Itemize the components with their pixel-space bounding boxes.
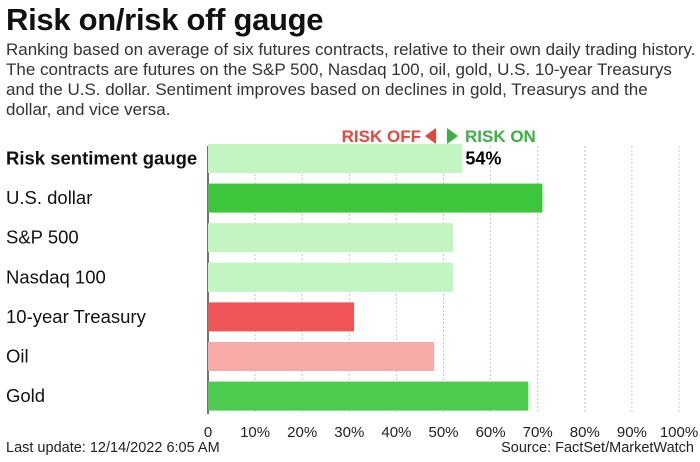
x-tick-label: 90% xyxy=(617,424,647,441)
chart-title: Risk on/risk off gauge xyxy=(6,2,324,37)
category-label: Nasdaq 100 xyxy=(6,266,106,287)
bar xyxy=(208,144,463,173)
x-tick-label: 40% xyxy=(381,424,411,441)
category-label: Gold xyxy=(6,385,45,406)
bar xyxy=(208,302,355,332)
x-tick-label: 50% xyxy=(428,424,458,441)
x-tick-label: 70% xyxy=(523,424,553,441)
source-credit: Source: FactSet/MarketWatch xyxy=(501,440,694,456)
risk-on-label: RISK ON xyxy=(465,127,536,146)
x-tick-label: 30% xyxy=(334,424,364,441)
bars xyxy=(208,144,543,411)
category-labels: Risk sentiment gauge U.S. dollar S&P 500 Na… xyxy=(6,148,197,407)
bar xyxy=(208,342,435,371)
category-label: Risk sentiment gauge xyxy=(6,148,197,169)
chart-subtitle: Ranking based on average of six futures … xyxy=(6,40,696,119)
x-tick-label: 80% xyxy=(570,424,600,441)
bar xyxy=(208,381,529,411)
risk-off-label: RISK OFF xyxy=(342,127,421,146)
x-tick-label: 100% xyxy=(660,424,698,441)
bar xyxy=(208,223,453,253)
category-label: S&P 500 xyxy=(6,227,79,248)
bar xyxy=(208,262,453,292)
last-update: Last update: 12/14/2022 6:05 AM xyxy=(6,440,220,456)
x-tick-label: 10% xyxy=(240,424,270,441)
x-tick-labels: 0 10% 20% 30% 40% 50% 60% 70% 80% 90% 100% xyxy=(204,424,698,441)
x-tick-label: 0 xyxy=(204,424,212,441)
risk-legend: RISK OFF RISK ON xyxy=(342,127,536,146)
x-tick-label: 20% xyxy=(287,424,317,441)
gauge-value-label: 54% xyxy=(465,149,501,169)
x-tick-label: 60% xyxy=(476,424,506,441)
category-label: U.S. dollar xyxy=(6,187,92,208)
left-arrow-icon xyxy=(425,128,436,144)
category-label: 10-year Treasury xyxy=(6,306,147,327)
category-label: Oil xyxy=(6,346,29,367)
bar xyxy=(208,183,543,213)
right-arrow-icon xyxy=(447,128,458,144)
